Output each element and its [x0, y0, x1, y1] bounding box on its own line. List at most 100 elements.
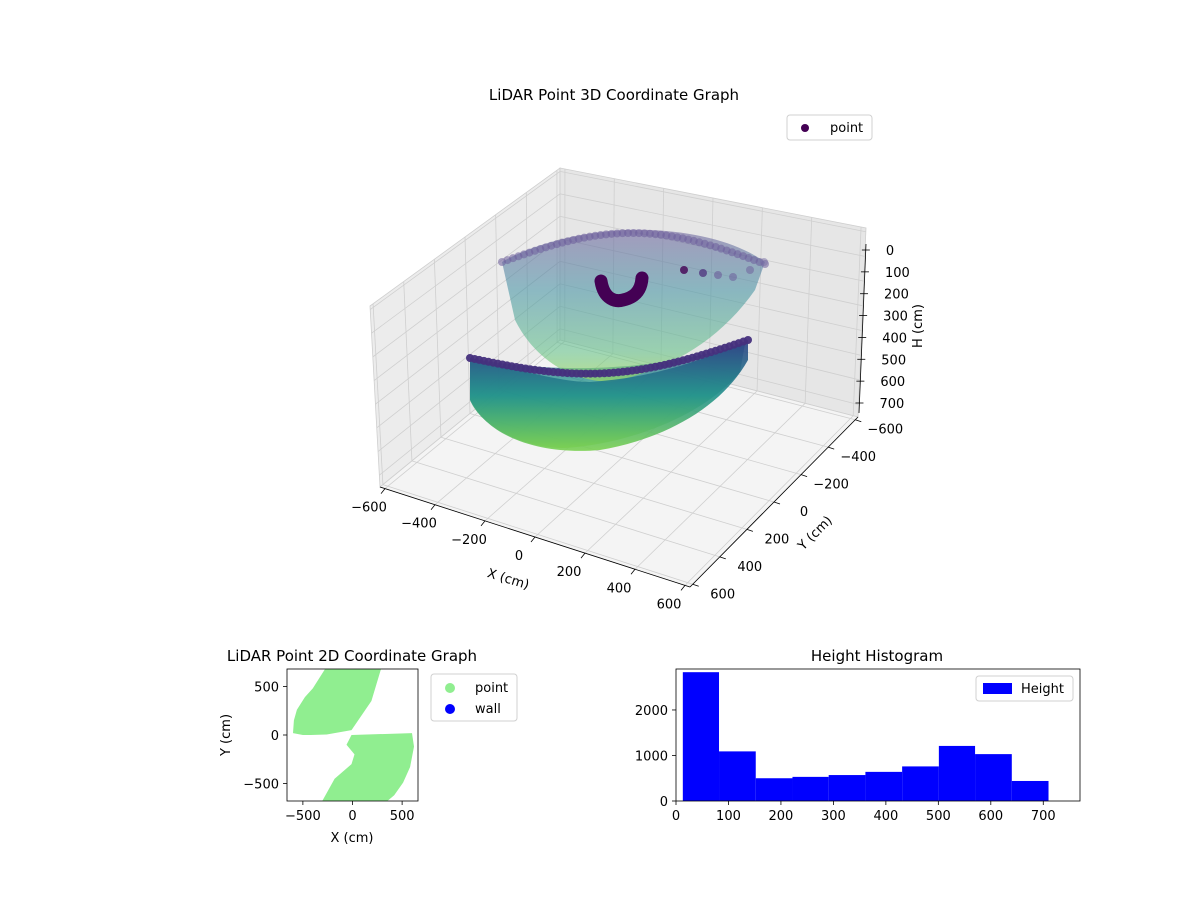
z-axis-label: H (cm) [911, 304, 926, 348]
z-tick-label: 400 [882, 331, 907, 346]
y-tick-label: −200 [813, 478, 849, 493]
x-tick-label: 700 [1031, 809, 1056, 824]
histogram-bars [682, 672, 1049, 801]
legend-marker-point [445, 683, 455, 693]
plot-area-2d [293, 669, 414, 801]
y-tick-mark [692, 583, 699, 587]
scatter-region [293, 669, 381, 735]
legend-label-point: point [475, 681, 508, 696]
grid-line [382, 484, 693, 585]
legend-marker-wall [445, 704, 455, 714]
histogram-bar [792, 776, 829, 801]
x-tick-label: −500 [285, 809, 321, 824]
x-tick-mark [430, 504, 436, 510]
grid-line [756, 207, 763, 391]
x-tick-label: 600 [978, 809, 1003, 824]
lower-bowl-outer [470, 340, 748, 451]
histogram-bar [975, 754, 1012, 801]
x-tick-label: 0 [348, 809, 356, 824]
legend-swatch [983, 683, 1012, 694]
grid-line [804, 217, 813, 404]
histogram-bar [902, 766, 939, 801]
x-tick-mark [680, 585, 686, 591]
histogram-bar [719, 751, 756, 801]
histogram-bar [865, 771, 903, 801]
x-tick-mark [480, 520, 486, 527]
x-axis-label: X (cm) [485, 566, 531, 593]
stray-point [760, 258, 768, 266]
x-tick-label: 100 [716, 809, 741, 824]
ticks-3d: −600−400−20002004006006004002000−200−400… [351, 244, 910, 612]
stray-point [699, 269, 707, 277]
legend-3d: point [786, 114, 873, 141]
x-tick-label: 500 [926, 809, 951, 824]
grid-line [440, 436, 748, 530]
y-tick-label: 2000 [635, 704, 668, 719]
stray-point [680, 266, 688, 274]
legend-label: Height [1021, 682, 1064, 697]
x-tick-label: −400 [401, 517, 437, 532]
y-tick-mark [800, 474, 808, 477]
histogram-bar [682, 672, 720, 801]
histogram-bar [755, 778, 793, 801]
z-tick-label: 300 [883, 310, 908, 325]
chart-3d-title: LiDAR Point 3D Coordinate Graph [489, 86, 739, 104]
y-tick-mark [855, 419, 862, 423]
y-tick-label: 0 [660, 795, 668, 810]
stray-point [714, 271, 722, 279]
legend-marker [801, 124, 809, 132]
stray-point [729, 273, 737, 281]
chart-3d: LiDAR Point 3D Coordinate Graph [351, 86, 926, 612]
chart-histogram: Height Histogram 0 100 200 300 400 500 600 7000… [635, 647, 1081, 824]
y-tick-label: 400 [737, 560, 762, 575]
z-tick-label: 200 [884, 288, 909, 303]
histogram-bar [828, 775, 866, 801]
x-tick-label: 600 [657, 597, 682, 612]
x-tick-label: 0 [515, 549, 523, 564]
grid-line [411, 460, 720, 558]
y-tick-mark [773, 501, 781, 505]
grid-line [464, 236, 471, 414]
histogram-bar [938, 745, 976, 801]
plot-frame-hist [675, 668, 1081, 802]
stray-point [746, 266, 754, 274]
y-tick-label: −600 [867, 423, 903, 438]
x-tick-mark [530, 536, 536, 543]
y-tick-mark [828, 446, 835, 450]
histogram-bar [1011, 780, 1049, 801]
ticks-2d: −500 0 500 −500 0 500 [243, 680, 414, 824]
y-tick-mark [746, 529, 754, 532]
legend-2d: point wall [430, 673, 518, 722]
grid-line [373, 238, 863, 381]
x-tick-mark [630, 569, 636, 575]
y-axis-label: Y (cm) [219, 714, 234, 757]
data-point [744, 336, 752, 344]
x-tick-label: 500 [390, 809, 415, 824]
x-tick-mark [580, 552, 586, 559]
legend-label-wall: wall [475, 702, 501, 717]
x-axis-label: X (cm) [331, 831, 374, 846]
chart-2d: LiDAR Point 2D Coordinate Graph −500 0 500… [219, 647, 518, 846]
x-tick-label: 200 [769, 809, 794, 824]
y-tick-label: 0 [800, 505, 808, 520]
x-tick-label: 400 [607, 581, 632, 596]
grid-line [852, 227, 862, 416]
grid-line [371, 193, 865, 334]
legend-histogram: Height [975, 675, 1074, 702]
y-tick-label: 500 [254, 680, 279, 695]
x-tick-label: 300 [821, 809, 846, 824]
histogram-title: Height Histogram [811, 647, 943, 665]
x-tick-label: 0 [672, 809, 680, 824]
y-tick-label: 200 [764, 532, 789, 547]
legend-label: point [830, 121, 863, 136]
grid-line [372, 303, 384, 485]
inner-cluster [594, 271, 649, 308]
x-tick-label: −200 [451, 533, 487, 548]
legend-box [786, 114, 873, 141]
z-tick-label: 700 [879, 397, 904, 412]
grid-line [403, 281, 413, 461]
upper-bowl [502, 229, 765, 382]
z-tick-label: 100 [885, 266, 910, 281]
grid-line [369, 170, 866, 310]
